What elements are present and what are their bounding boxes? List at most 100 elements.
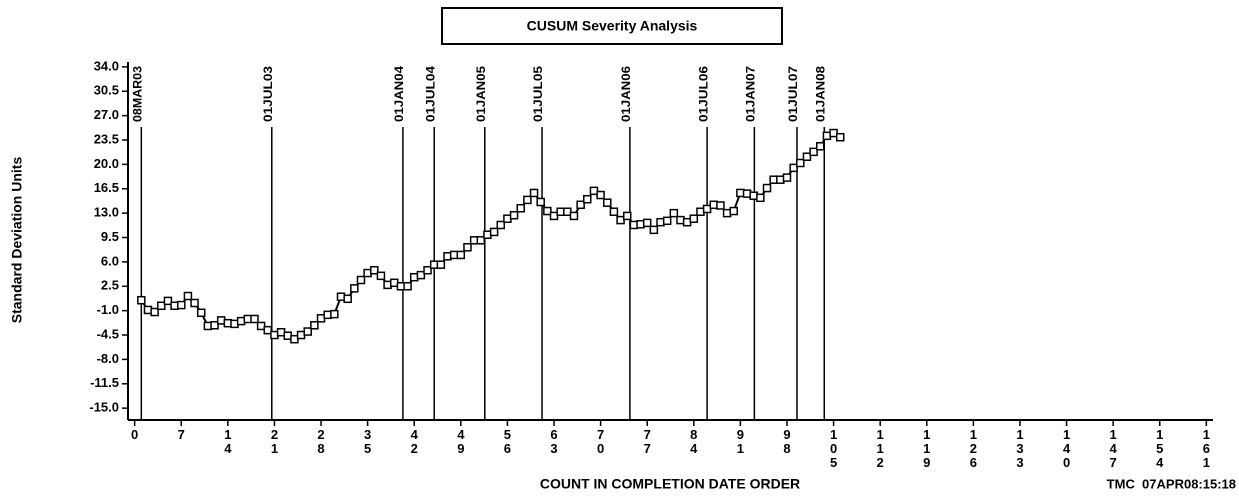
x-tick-digit: 4 <box>224 441 232 456</box>
point-marker <box>476 236 486 245</box>
point-marker <box>370 266 379 275</box>
x-tick-digit: 6 <box>504 441 511 456</box>
reference-label: 01JUL06 <box>696 66 710 122</box>
point-marker <box>137 295 146 305</box>
point-marker <box>796 158 805 168</box>
footer: TMC 07APR08:15:18 <box>1107 476 1236 491</box>
reference-label: 01JAN05 <box>474 66 488 122</box>
point-marker <box>596 190 605 200</box>
reference-label: 01JAN07 <box>744 66 758 122</box>
point-marker <box>662 216 672 226</box>
point-marker <box>569 211 579 221</box>
point-marker <box>163 296 173 306</box>
point-marker <box>190 298 199 308</box>
x-tick-digit: 7 <box>644 441 651 456</box>
x-tick-digit: 4 <box>411 427 419 442</box>
x-tick-digit: 4 <box>1110 441 1118 456</box>
point-marker <box>756 193 765 203</box>
point-marker <box>343 294 352 304</box>
x-tick-digit: 7 <box>597 427 604 442</box>
point-marker <box>802 152 812 161</box>
x-tick-digit: 1 <box>830 427 837 442</box>
point-marker <box>583 194 592 204</box>
point-marker <box>196 308 206 317</box>
point-marker <box>809 147 818 157</box>
point-marker <box>496 220 506 230</box>
x-tick-digit: 3 <box>550 441 557 456</box>
point-marker <box>529 188 539 198</box>
point-marker <box>356 275 366 285</box>
point-marker <box>150 307 159 317</box>
point-marker <box>489 227 499 237</box>
x-tick-digit: 5 <box>364 441 371 456</box>
x-tick-digit: 1 <box>1203 455 1210 470</box>
point-marker <box>536 197 545 207</box>
x-tick-digit: 2 <box>877 455 884 470</box>
x-tick-digit: 0 <box>1063 455 1070 470</box>
y-tick-label: 2.5 <box>101 278 119 293</box>
x-tick-digit: 1 <box>1156 427 1163 442</box>
y-tick-label: 6.0 <box>101 253 119 268</box>
point-marker <box>523 195 532 205</box>
x-tick-digit: 6 <box>550 427 557 442</box>
x-tick-digit: 1 <box>877 427 884 442</box>
x-tick-digit: 9 <box>783 427 790 442</box>
x-tick-digit: 8 <box>783 441 790 456</box>
point-marker <box>543 206 552 216</box>
point-marker <box>762 183 772 193</box>
point-marker <box>609 207 619 216</box>
x-tick-digit: 5 <box>830 455 837 470</box>
x-tick-digit: 1 <box>1203 427 1210 442</box>
reference-label: 01JAN04 <box>392 66 406 122</box>
x-tick-digit: 7 <box>178 427 185 442</box>
reference-label: 01JUL04 <box>423 66 437 122</box>
point-marker <box>350 284 359 293</box>
x-tick-digit: 2 <box>271 427 278 442</box>
x-tick-label: 0 <box>131 427 138 442</box>
y-tick-label: -4.5 <box>97 326 119 341</box>
point-marker <box>250 314 259 324</box>
y-tick-label: -1.0 <box>97 302 119 317</box>
point-marker <box>310 321 319 330</box>
point-marker <box>263 325 273 335</box>
y-tick-label: 27.0 <box>94 107 119 122</box>
x-tick-digit: 1 <box>923 441 930 456</box>
point-marker <box>456 250 466 260</box>
point-marker <box>210 321 219 330</box>
point-marker <box>403 282 412 291</box>
point-marker <box>177 300 186 310</box>
title-box <box>441 7 783 45</box>
y-tick-label: 23.5 <box>94 131 119 146</box>
point-marker <box>183 291 193 301</box>
x-tick-digit: 1 <box>877 441 884 456</box>
y-tick-label: 9.5 <box>101 229 119 244</box>
x-tick-digit: 4 <box>1156 455 1164 470</box>
point-marker <box>436 260 446 269</box>
x-tick-digit: 9 <box>457 441 464 456</box>
x-axis-label: COUNT IN COMPLETION DATE ORDER <box>540 476 800 492</box>
point-marker <box>463 243 472 252</box>
point-marker <box>789 163 798 173</box>
x-tick-digit: 0 <box>830 441 837 456</box>
point-marker <box>669 208 679 218</box>
x-tick-digit: 1 <box>970 427 977 442</box>
point-marker <box>423 266 432 275</box>
y-tick-label: 20.0 <box>94 156 119 171</box>
x-tick-digit: 8 <box>690 427 697 442</box>
